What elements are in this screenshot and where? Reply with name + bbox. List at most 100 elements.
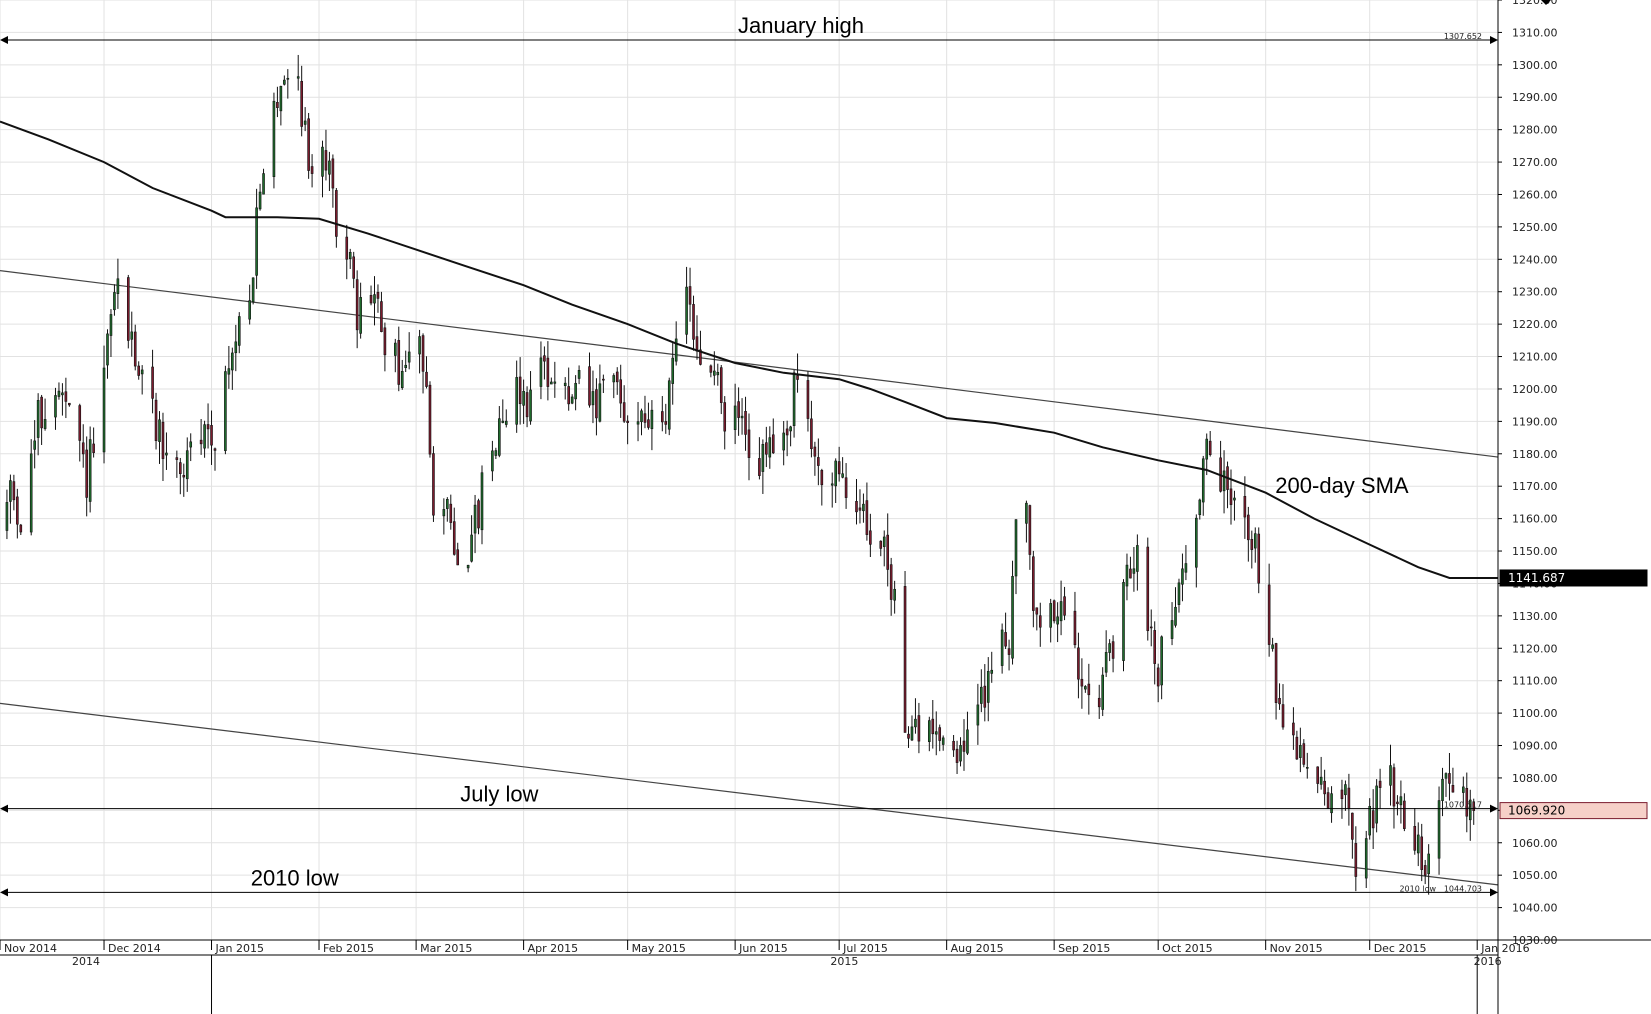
candle-body <box>830 483 834 486</box>
candle-body <box>1295 736 1299 760</box>
candle-body <box>189 441 193 448</box>
x-tick-label: Oct 2015 <box>1162 942 1213 955</box>
candle-body <box>1146 546 1150 632</box>
y-tick-label: 1250.00 <box>1512 221 1558 234</box>
candle-body <box>907 733 910 739</box>
candle-body <box>834 460 837 487</box>
candle-body <box>206 424 210 430</box>
candle-body <box>1299 745 1302 758</box>
candle-body <box>640 410 643 423</box>
candle-body <box>719 367 723 403</box>
candle-body <box>1208 440 1212 456</box>
candle-body <box>92 443 95 453</box>
candle-body <box>85 449 88 498</box>
candle-body <box>106 333 109 366</box>
candle-body <box>428 384 432 455</box>
candle-body <box>1201 458 1205 503</box>
candle-body <box>636 421 640 425</box>
candle-body <box>501 420 505 423</box>
candle-body <box>1375 785 1378 824</box>
candle-body <box>1198 499 1202 516</box>
candle-body <box>1156 667 1160 687</box>
candle-body <box>1032 556 1035 611</box>
candle-body <box>175 457 179 460</box>
candle-body <box>345 236 349 260</box>
y-tick-label: 1220.00 <box>1512 318 1558 331</box>
y-tick-label: 1240.00 <box>1512 253 1558 266</box>
candle-body <box>983 685 987 708</box>
candle-body <box>348 251 352 260</box>
candle-body <box>1427 853 1430 875</box>
horizontal-levels: 1307.652 1070.517 1044.703 2010 low <box>0 32 1498 897</box>
x-tick-label: Feb 2015 <box>323 942 374 955</box>
candle-body <box>567 386 570 405</box>
y-tick-label: 1310.00 <box>1512 26 1558 39</box>
candle-body <box>210 425 213 446</box>
candle-body <box>1257 533 1261 584</box>
candle-body <box>910 726 914 741</box>
candle-body <box>29 453 33 533</box>
candle-body <box>300 81 303 127</box>
candle-body <box>768 437 772 458</box>
candle-body <box>1271 644 1274 649</box>
candle-body <box>1195 517 1198 568</box>
candle-body <box>1035 607 1039 615</box>
candle-body <box>1052 600 1056 622</box>
x-tick-label: Jan 2015 <box>215 942 264 955</box>
candle-body <box>966 729 969 754</box>
candle-body <box>359 297 362 334</box>
candle-body <box>695 336 699 352</box>
candle-body <box>515 377 518 425</box>
candle-body <box>1351 812 1354 840</box>
candle-body <box>137 365 141 376</box>
candle-body <box>324 150 328 171</box>
candle-body <box>504 420 508 425</box>
candle-body <box>841 473 844 478</box>
july-low-annotation: July low <box>460 782 538 807</box>
candle-body <box>127 277 130 341</box>
candle-body <box>1149 626 1153 629</box>
x-tick-label: Sep 2015 <box>1058 942 1110 955</box>
candle-body <box>570 396 574 404</box>
y-tick-label: 1200.00 <box>1512 383 1558 396</box>
candle-body <box>224 371 227 451</box>
candle-body <box>650 409 654 430</box>
candle-body <box>518 376 522 405</box>
candle-body <box>276 101 279 108</box>
january-high-annotation: January high <box>738 13 864 38</box>
candle-body <box>886 534 890 570</box>
candle-body <box>612 375 616 383</box>
candle-body <box>938 727 942 741</box>
candle-body <box>1364 838 1368 879</box>
candle-body <box>199 439 203 445</box>
candle-body <box>1465 787 1469 817</box>
candle-body <box>1267 584 1271 645</box>
candle-body <box>19 524 23 533</box>
candle-body <box>165 452 168 456</box>
candle-body <box>1222 470 1226 492</box>
candle-body <box>733 405 737 430</box>
candle-body <box>1302 743 1306 765</box>
candle-body <box>1059 601 1063 622</box>
candle-body <box>296 76 300 79</box>
y-tick-label: 1280.00 <box>1512 124 1558 137</box>
candle-body <box>449 503 453 523</box>
year-label: 2014 <box>72 955 100 968</box>
candle-body <box>227 368 231 375</box>
candle-body <box>283 79 286 85</box>
candle-body <box>33 440 36 450</box>
y-tick-label: 1130.00 <box>1512 610 1558 623</box>
x-tick-label: Aug 2015 <box>951 942 1004 955</box>
candle-body <box>1344 784 1347 796</box>
arrow-left-icon <box>0 36 8 45</box>
candle-body <box>1326 792 1330 809</box>
candle-body <box>61 392 64 396</box>
candle-body <box>602 378 605 381</box>
candle-body <box>494 450 498 456</box>
candle-body <box>661 411 664 423</box>
candle-body <box>473 504 477 534</box>
candle-body <box>251 277 255 303</box>
sma-layer <box>0 120 1498 579</box>
candle-body <box>109 314 113 336</box>
